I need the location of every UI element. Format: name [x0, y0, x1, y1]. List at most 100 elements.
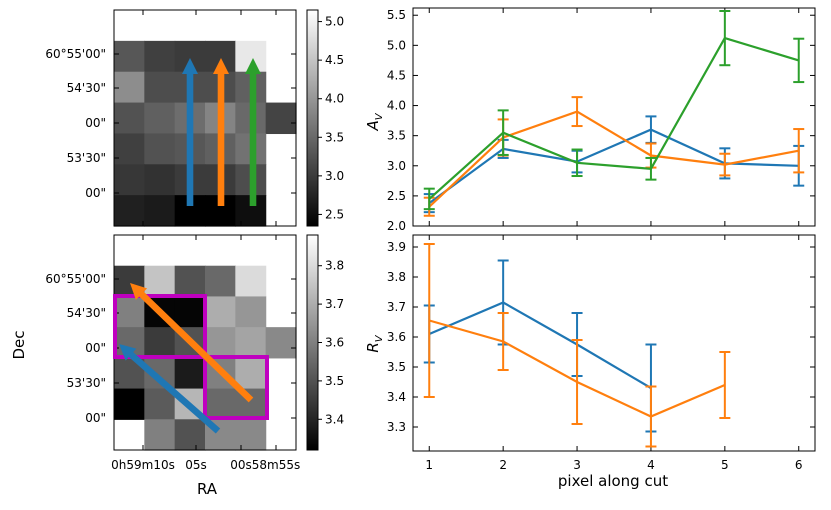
colorbar-tick-label: 2.5	[325, 207, 344, 221]
dec-axis-label: Dec	[10, 330, 28, 359]
colorbar-tick-label: 3.4	[325, 412, 344, 426]
dec-tick-label: 54'30"	[67, 81, 106, 95]
x-tick-label: 4	[647, 458, 655, 472]
region-box	[113, 294, 207, 359]
map-pixel	[205, 388, 236, 420]
y-tick-label: 3.9	[387, 240, 406, 254]
x-tick-label: 3	[573, 458, 581, 472]
map-pixel	[174, 357, 206, 390]
colorbar-tick-label: 3.5	[325, 130, 344, 144]
blue-cut-arrow	[182, 58, 198, 206]
x-tick-label: 5	[721, 458, 729, 472]
ra-tick-label: 00s	[230, 458, 252, 472]
map-pixel	[174, 419, 206, 451]
orange-cut-arrow	[213, 58, 229, 206]
y-tick-label: 4.5	[387, 68, 406, 82]
map-pixel	[235, 327, 267, 359]
map-pixel	[265, 327, 297, 359]
map-pixel	[114, 388, 145, 420]
map-pixel	[144, 102, 176, 135]
ra-tick-label: 05s	[185, 458, 207, 472]
colorbar-tick-label: 3.5	[325, 374, 344, 388]
map-pixel	[144, 133, 176, 165]
y-tick-label: 3.8	[387, 270, 406, 284]
map-pixel	[205, 327, 236, 359]
y-tick-label: 5.0	[387, 38, 406, 52]
series-line-blue	[428, 128, 799, 204]
rv-line-panel: 3.3 3.4 3.5 3.6 3.7 3.8 3.9 1 2 3 4 5 6	[387, 234, 816, 472]
map-pixel	[235, 296, 267, 328]
map-pixel	[205, 296, 236, 328]
pixel-along-cut-label: pixel along cut	[558, 472, 668, 490]
dec-tick-label: 00"	[85, 341, 106, 355]
map-pixel	[144, 71, 176, 104]
map-pixel	[144, 40, 176, 73]
colorbar-tick-label: 3.8	[325, 259, 344, 273]
map-pixel	[114, 195, 145, 227]
plot-frame	[412, 7, 816, 227]
green-cut-arrow	[245, 58, 261, 206]
map-pixel	[114, 40, 145, 73]
y-tick-label: 5.5	[387, 8, 406, 22]
series-line-blue	[428, 301, 652, 389]
map-pixel	[235, 265, 267, 298]
av-line-panel: 2.0 2.5 3.0 3.5 4.0 4.5 5.0 5.5	[387, 7, 816, 233]
map-pixel	[174, 296, 206, 328]
colorbar-tick-label: 4.0	[325, 92, 344, 106]
y-tick-label: 2.5	[387, 189, 406, 203]
colorbar-tick-label: 3.7	[325, 297, 344, 311]
bottom-image-panel: 60°55'00" 54'30" 00" 53'30" 00" 0h59m10s 05s 00…	[45, 234, 300, 472]
colorbar-gradient	[306, 234, 319, 451]
map-pixel	[114, 71, 145, 104]
series-line-green	[428, 36, 800, 200]
colorbar-tick-label: 3.0	[325, 169, 344, 183]
blue-cut-arrow	[119, 344, 221, 434]
ra-tick-label: 58m55s	[252, 458, 300, 472]
y-tick-label: 3.5	[387, 360, 406, 374]
dec-tick-label: 00"	[85, 116, 106, 130]
dec-tick-label: 53'30"	[67, 376, 106, 390]
region-box	[203, 355, 269, 420]
y-tick-label: 3.5	[387, 129, 406, 143]
y-tick-label: 3.7	[387, 300, 406, 314]
av-axis-label: AV	[364, 112, 385, 131]
map-pixel	[114, 102, 145, 135]
map-pixel	[235, 419, 267, 451]
map-pixel	[114, 133, 145, 165]
y-tick-label: 4.0	[387, 99, 406, 113]
colorbar-tick-label: 3.6	[325, 336, 344, 350]
ra-axis-label: RA	[197, 480, 218, 498]
x-tick-label: 1	[425, 458, 433, 472]
image-frame	[113, 9, 297, 227]
y-tick-label: 3.6	[387, 330, 406, 344]
plot-frame	[412, 234, 816, 452]
y-tick-label: 3.0	[387, 159, 406, 173]
colorbar-tick-label: 4.5	[325, 53, 344, 67]
dec-tick-label: 60°55'00"	[45, 47, 106, 61]
dec-tick-label: 53'30"	[67, 151, 106, 165]
dec-tick-label: 00"	[85, 186, 106, 200]
top-colorbar: 2.5 3.0 3.5 4.0 4.5 5.0	[306, 9, 344, 227]
top-image-panel: 60°55'00" 54'30" 00" 53'30" 00"	[45, 9, 297, 227]
ra-tick-label: 0h59m10s	[111, 458, 175, 472]
y-tick-label: 3.4	[387, 390, 406, 404]
map-pixel	[174, 265, 206, 298]
map-pixel	[144, 265, 176, 298]
y-tick-label: 2.0	[387, 219, 406, 233]
map-pixel	[235, 357, 267, 390]
bottom-colorbar: 3.4 3.5 3.6 3.7 3.8	[306, 234, 344, 451]
map-pixel	[144, 419, 176, 451]
orange-cut-arrow	[130, 283, 254, 403]
map-pixel	[144, 195, 176, 227]
rv-axis-label: RV	[364, 334, 385, 352]
map-pixel	[144, 164, 176, 196]
dec-tick-label: 00"	[85, 411, 106, 425]
dec-tick-label: 54'30"	[67, 306, 106, 320]
map-pixel	[144, 327, 176, 359]
y-tick-label: 3.3	[387, 420, 406, 434]
map-pixel	[114, 164, 145, 196]
dec-tick-label: 60°55'00"	[45, 272, 106, 286]
colorbar-tick-label: 5.0	[325, 15, 344, 29]
colorbar-gradient	[306, 9, 319, 227]
